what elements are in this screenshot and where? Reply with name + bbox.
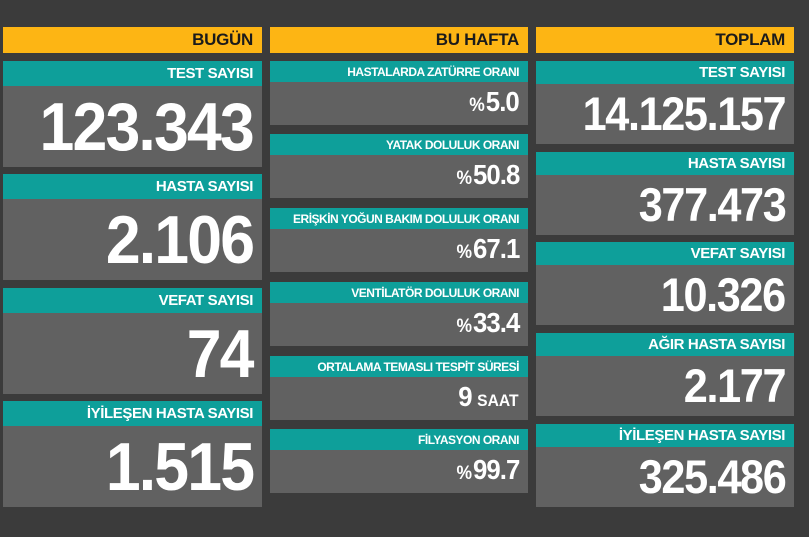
week-ventilator-card: VENTİLATÖR DOLULUK ORANI %33.4 [270, 282, 528, 346]
today-test-card: TEST SAYISI 123.343 [3, 61, 262, 167]
week-contact-time-value: 9 SAAT [458, 381, 519, 412]
today-header: BUGÜN [3, 27, 262, 53]
today-test-value: 123.343 [39, 89, 255, 165]
percent-sign: % [456, 316, 472, 337]
today-patient-label: HASTA SAYISI [3, 174, 262, 199]
percent-sign: % [456, 168, 472, 189]
week-ventilator-label: VENTİLATÖR DOLULUK ORANI [270, 282, 528, 303]
total-death-value: 10.326 [661, 268, 786, 321]
today-patient-card: HASTA SAYISI 2.106 [3, 174, 262, 280]
total-severe-value: 2.177 [683, 359, 787, 412]
week-contact-time-card: ORTALAMA TEMASLI TESPİT SÜRESİ 9 SAAT [270, 356, 528, 420]
percent-sign: % [469, 95, 486, 116]
total-test-label: TEST SAYISI [536, 61, 794, 84]
total-patient-label: HASTA SAYISI [536, 152, 794, 175]
total-recovered-label: İYİLEŞEN HASTA SAYISI [536, 424, 794, 447]
week-bed-value: %50.8 [456, 159, 520, 190]
today-death-label: VEFAT SAYISI [3, 288, 262, 313]
today-recovered-label: İYİLEŞEN HASTA SAYISI [3, 401, 262, 426]
total-patient-value: 377.473 [638, 178, 786, 231]
today-column: BUGÜN TEST SAYISI 123.343 HASTA SAYISI 2… [3, 27, 262, 507]
total-test-card: TEST SAYISI 14.125.157 [536, 61, 794, 144]
total-patient-card: HASTA SAYISI 377.473 [536, 152, 794, 235]
week-pneumonia-label: HASTALARDA ZATÜRRE ORANI [270, 61, 528, 82]
total-death-label: VEFAT SAYISI [536, 242, 794, 265]
week-filiation-value: %99.7 [456, 454, 520, 485]
week-column: BU HAFTA HASTALARDA ZATÜRRE ORANI %5.0 Y… [270, 27, 528, 493]
week-icu-value: %67.1 [456, 233, 520, 264]
today-recovered-value: 1.515 [105, 429, 255, 505]
today-patient-value: 2.106 [105, 202, 255, 278]
today-recovered-card: İYİLEŞEN HASTA SAYISI 1.515 [3, 401, 262, 507]
today-death-card: VEFAT SAYISI 74 [3, 288, 262, 394]
week-filiation-card: FİLYASYON ORANI %99.7 [270, 429, 528, 493]
total-severe-card: AĞIR HASTA SAYISI 2.177 [536, 333, 794, 416]
week-icu-card: ERİŞKİN YOĞUN BAKIM DOLULUK ORANI %67.1 [270, 208, 528, 272]
week-bed-card: YATAK DOLULUK ORANI %50.8 [270, 134, 528, 198]
week-header: BU HAFTA [270, 27, 528, 53]
total-column: TOPLAM TEST SAYISI 14.125.157 HASTA SAYI… [536, 27, 794, 507]
total-death-card: VEFAT SAYISI 10.326 [536, 242, 794, 325]
week-ventilator-value: %33.4 [456, 307, 520, 338]
total-recovered-card: İYİLEŞEN HASTA SAYISI 325.486 [536, 424, 794, 507]
total-recovered-value: 325.486 [638, 450, 786, 503]
today-test-label: TEST SAYISI [3, 61, 262, 86]
today-death-value: 74 [187, 316, 255, 392]
percent-sign: % [456, 463, 472, 484]
total-header: TOPLAM [536, 27, 794, 53]
week-contact-time-label: ORTALAMA TEMASLI TESPİT SÜRESİ [270, 356, 528, 377]
percent-sign: % [456, 242, 472, 263]
week-bed-label: YATAK DOLULUK ORANI [270, 134, 528, 155]
week-filiation-label: FİLYASYON ORANI [270, 429, 528, 450]
total-test-value: 14.125.157 [582, 87, 786, 140]
unit-label: SAAT [477, 391, 519, 410]
week-pneumonia-value: %5.0 [469, 86, 519, 117]
week-pneumonia-card: HASTALARDA ZATÜRRE ORANI %5.0 [270, 61, 528, 125]
week-icu-label: ERİŞKİN YOĞUN BAKIM DOLULUK ORANI [270, 208, 528, 229]
total-severe-label: AĞIR HASTA SAYISI [536, 333, 794, 356]
